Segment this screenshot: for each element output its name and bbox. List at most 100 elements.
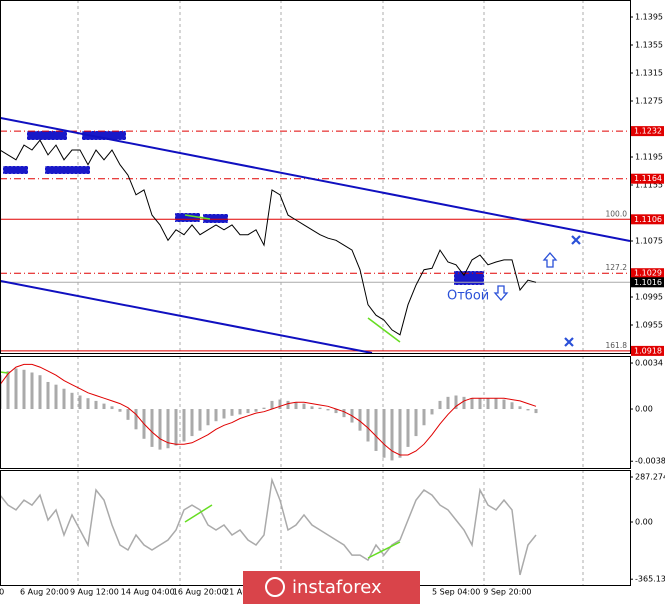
- zone-box: [26, 130, 68, 141]
- level-label: 1.1016: [634, 278, 662, 287]
- zone-box: [2, 165, 29, 175]
- grid: [77, 0, 584, 585]
- histogram-bar: [294, 402, 298, 410]
- histogram-bar: [374, 409, 378, 451]
- fib-label: 127.2: [606, 263, 628, 272]
- y-tick-label: -0.00386: [635, 457, 665, 466]
- histogram-bar: [182, 409, 186, 442]
- histogram-bar: [206, 409, 210, 426]
- histogram-bar: [158, 409, 162, 450]
- x-tick-label: 5 Sep 04:00: [432, 588, 480, 597]
- level-label: 1.1164: [634, 174, 662, 183]
- histogram-bar: [230, 409, 234, 416]
- y-tick-label: 1.1195: [635, 153, 663, 162]
- y-tick-label: 1.0955: [635, 321, 663, 330]
- histogram-bar: [406, 409, 410, 447]
- x-tick-label: 00: [0, 588, 4, 597]
- histogram-bar: [382, 409, 386, 458]
- axes: 1.1395 1.1355 1.1315 1.1275 1.1195 1.1155 1.10…: [0, 13, 665, 597]
- zones: [2, 130, 485, 286]
- level-box: [631, 173, 664, 184]
- x-tick-label: 9 Sep 20:00: [483, 588, 531, 597]
- y-tick-label: 0.00: [635, 405, 653, 414]
- x-tick-label: 9 Aug 12:00: [70, 588, 119, 597]
- histogram-bar: [398, 409, 402, 458]
- level-box: [631, 126, 664, 137]
- histogram-bar: [46, 381, 50, 410]
- histogram-bar: [214, 409, 218, 422]
- histogram-bar: [102, 403, 106, 410]
- zone-box: [44, 165, 91, 175]
- cross-marks: [564, 235, 581, 347]
- price-line: [0, 139, 537, 336]
- plot: 100.0 127.2 161.8: [0, 116, 631, 576]
- histogram-bar: [534, 409, 538, 414]
- level-box: [631, 345, 664, 356]
- divergence-lines: [0, 214, 401, 559]
- trendline: [0, 279, 373, 354]
- histogram-bar: [94, 400, 98, 410]
- histogram-bar: [38, 375, 42, 410]
- histogram-bar: [486, 398, 490, 410]
- y-tick-label: 1.1075: [635, 237, 663, 246]
- trendline: [0, 116, 631, 242]
- histogram-bar: [126, 409, 130, 420]
- histogram-bar: [366, 409, 370, 442]
- signal-line: [0, 363, 537, 456]
- histogram-bar: [54, 384, 58, 410]
- up-arrow: [542, 252, 558, 268]
- histogram-bar: [470, 398, 474, 410]
- y-tick-label: 287.2748: [635, 472, 665, 481]
- histogram-bar: [334, 409, 338, 414]
- histogram-bar: [30, 372, 34, 410]
- watermark: instaforex: [243, 571, 420, 604]
- histogram-bar: [14, 368, 18, 410]
- watermark-text: instaforex: [292, 577, 382, 598]
- histogram-bar: [6, 371, 10, 410]
- histogram-bar: [134, 409, 138, 430]
- histogram-bar: [270, 400, 274, 410]
- fib-label: 100.0: [606, 209, 628, 218]
- cci-line: [0, 477, 537, 576]
- divergence-line: [367, 317, 401, 343]
- histogram-bar: [438, 400, 442, 410]
- histogram-bar: [222, 409, 226, 419]
- x-tick-label: 21 Au: [224, 588, 247, 597]
- histogram-bar: [174, 409, 178, 446]
- histogram-bar: [502, 399, 506, 410]
- y-tick-label: 1.1275: [635, 97, 663, 106]
- fib-label: 161.8: [606, 341, 628, 350]
- histogram-bar: [390, 409, 394, 461]
- y-tick-label: 1.1315: [635, 69, 663, 78]
- histogram-bar: [62, 388, 66, 410]
- level-box: [631, 277, 664, 288]
- histogram-bar: [118, 409, 122, 412]
- histogram-bar: [254, 409, 258, 412]
- y-tick-label: 0.0034: [635, 359, 663, 368]
- divergence-line: [367, 541, 401, 559]
- level-label: 1.1029: [634, 269, 662, 278]
- y-tick-label: 1.1395: [635, 13, 663, 22]
- y-tick-label: 0.00: [635, 517, 653, 526]
- histogram-bar: [318, 407, 322, 410]
- histogram-bar: [22, 369, 26, 410]
- histogram-bar: [166, 409, 170, 449]
- level-box: [631, 214, 664, 225]
- y-tick-label: 1.0995: [635, 293, 663, 302]
- x-tick-label: 16 Aug 20:00: [173, 588, 227, 597]
- histogram-bar: [358, 409, 362, 431]
- divergence-line: [184, 504, 213, 523]
- histogram-bar: [246, 409, 250, 414]
- histogram-bar: [238, 409, 242, 415]
- histogram-bar: [446, 396, 450, 410]
- histogram-bar: [110, 406, 114, 410]
- histogram-bar: [262, 407, 266, 410]
- y-tick-label: 1.1155: [635, 181, 663, 190]
- y-tick-label: 1.1355: [635, 41, 663, 50]
- level-box: [631, 268, 664, 279]
- histogram-bar: [150, 409, 154, 447]
- histogram-bar: [518, 406, 522, 410]
- watermark-bg: [243, 571, 420, 604]
